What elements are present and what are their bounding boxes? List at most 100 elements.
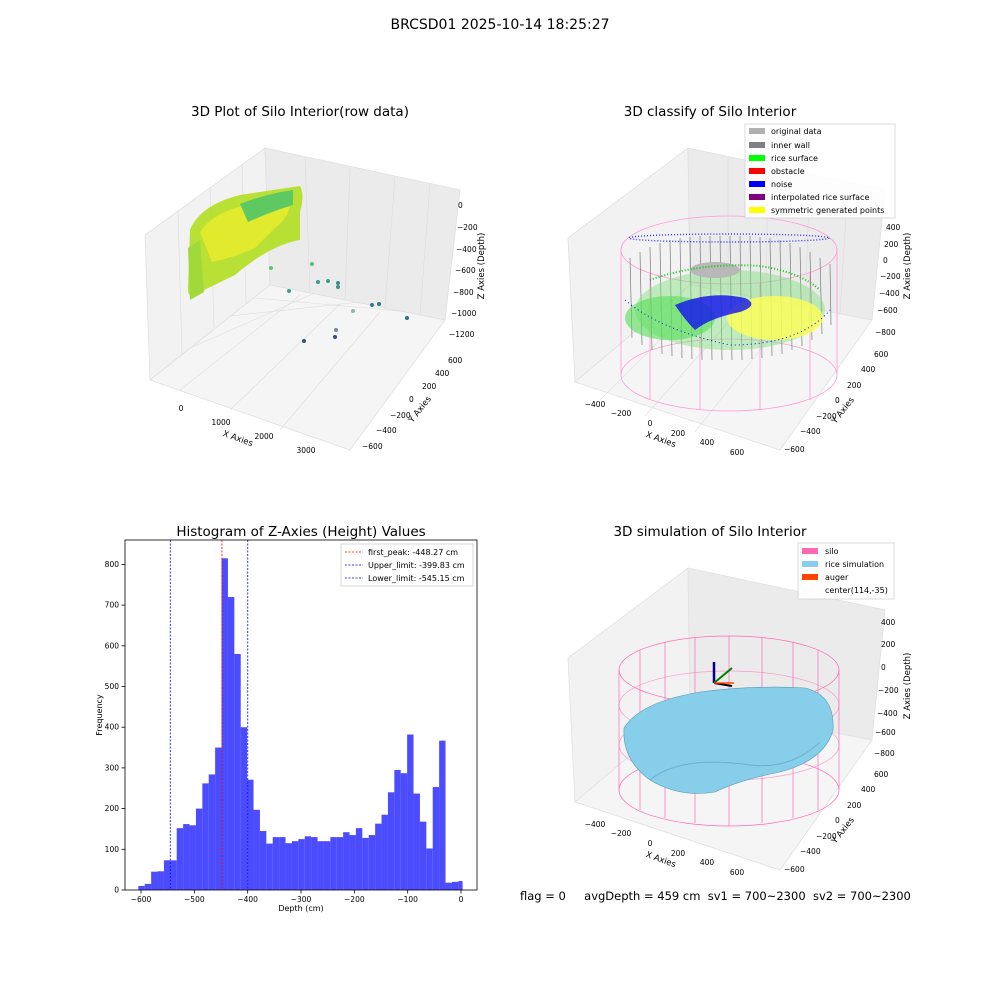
legend-swatch [749,128,765,134]
simulation-xtick: −200 [611,829,632,838]
histogram-chart: −600 −500 −400 −300 −200 −100 0 0 100 200 300 400 5… [95,539,478,913]
histogram-bar [157,871,164,890]
legend-label: interpolated rice surface [771,193,869,202]
histogram-bar [330,837,337,890]
histogram-xtick-label: −400 [237,895,258,904]
simulation-legend: silo rice simulation auger center(114,-3… [797,542,895,600]
raw-xlabel: X Axies [221,429,254,449]
histogram-ytick-label: 500 [105,682,120,691]
histogram-xtick-label: −200 [344,895,365,904]
simulation-zlabel: Z Axies (Depth) [903,653,913,720]
histogram-bar [170,860,177,890]
histogram-bar [304,836,312,890]
histogram-bar [362,837,369,890]
status-sv1: sv1 = 700~2300 [707,889,806,903]
legend-swatch [802,561,818,567]
classify-ytick: 0 [835,396,840,405]
histogram-xlabel: Depth (cm) [278,904,323,913]
histogram-bar [291,841,299,890]
legend-swatch [749,194,765,200]
figure-title: BRCSD01 2025-10-14 18:25:27 [390,17,610,33]
histogram-bar [413,793,420,890]
histogram-bar [426,848,433,890]
histogram-bar [381,814,388,890]
raw-3d-plot: 0 1000 2000 3000 600 400 200 0 −200 −400… [144,147,487,455]
legend-swatch [749,142,765,148]
histogram-bar [298,839,305,890]
classify-ylabel: Y Axies [829,395,857,427]
classify-ztick: −800 [875,328,896,337]
classify-3d-plot: original data inner wall rice surface ob… [567,123,913,457]
histogram-bar [355,828,363,890]
status-sv2: sv2 = 700~2300 [812,889,911,903]
legend-swatch [802,574,818,580]
raw-zlabel: Z Axies (Depth) [477,233,487,300]
histogram-bar [151,871,158,890]
status-flag: flag = 0 [520,889,566,903]
simulation-ztick: −400 [877,709,898,718]
histogram-ytick-label: 600 [105,641,120,650]
simulation-ytick: 600 [874,770,889,779]
simulation-ztick: 400 [881,618,896,627]
histogram-bar [189,825,196,890]
histogram-ytick-label: 400 [105,723,120,732]
histogram-ytick-label: 800 [105,560,120,569]
histogram-xtick-label: 0 [459,895,464,904]
histogram-ytick-label: 0 [114,886,119,895]
histogram-bar [202,783,209,890]
histogram-bar [247,779,254,890]
classify-ytick: −400 [800,427,821,436]
histogram-xtick-label: −100 [397,895,418,904]
histogram-bar [451,881,459,890]
histogram-bar [445,882,452,890]
histogram-ytick-label: 100 [105,845,120,854]
histogram-bar [439,740,446,890]
classify-legend: original data inner wall rice surface ob… [744,123,896,219]
classify-ytick: 600 [874,350,889,359]
raw-ztick: −800 [453,288,474,297]
histogram-bar [144,883,152,890]
histogram-bar [323,841,331,890]
legend-label: Lower_limit: -545.15 cm [368,574,465,583]
simulation-xtick: 400 [700,858,715,867]
classify-surface-points [624,233,831,350]
classify-ztick: −400 [879,289,900,298]
raw-plot-title: 3D Plot of Silo Interior(row data) [191,104,409,120]
histogram-bar [407,734,414,890]
classify-xtick: 400 [700,438,715,447]
classify-plot-title: 3D classify of Silo Interior [623,104,797,120]
histogram-bar [279,837,286,890]
raw-xtick: 0 [179,404,184,413]
histogram-bar [138,885,145,890]
histogram-x-ticks: −600 −500 −400 −300 −200 −100 0 [131,890,464,904]
legend-label: rice surface [771,154,818,163]
simulation-plot-title: 3D simulation of Silo Interior [613,524,807,540]
raw-ytick: 600 [448,356,463,365]
legend-swatch [749,207,765,213]
histogram-bar [336,837,344,890]
simulation-ylabel: Y Axies [829,815,857,847]
legend-swatch [749,181,765,187]
status-avg-depth: avgDepth = 459 cm [584,889,701,903]
raw-ytick: −400 [376,426,397,435]
simulation-ztick: −600 [875,728,896,737]
simulation-3d-plot: silo rice simulation auger center(114,-3… [567,542,913,877]
classify-xtick: 600 [730,448,745,457]
legend-label: symmetric generated points [771,206,884,215]
histogram-xtick-label: −300 [291,895,312,904]
histogram-bar [394,769,401,890]
raw-ztick: 0 [458,201,463,210]
histogram-title: Histogram of Z-Axies (Height) Values [176,524,426,540]
raw-xtick: 3000 [296,446,315,455]
histogram-bar [419,821,427,890]
classify-zlabel: Z Axies (Depth) [903,233,913,300]
histogram-bar [311,837,318,890]
histogram-bar [253,809,260,890]
histogram-bar [240,727,248,890]
simulation-ytick: 200 [847,801,862,810]
histogram-bar [317,841,324,890]
histogram-bar [266,843,273,890]
simulation-ztick: 200 [881,640,896,649]
histogram-bar [227,596,235,890]
raw-ytick: −200 [390,411,411,420]
